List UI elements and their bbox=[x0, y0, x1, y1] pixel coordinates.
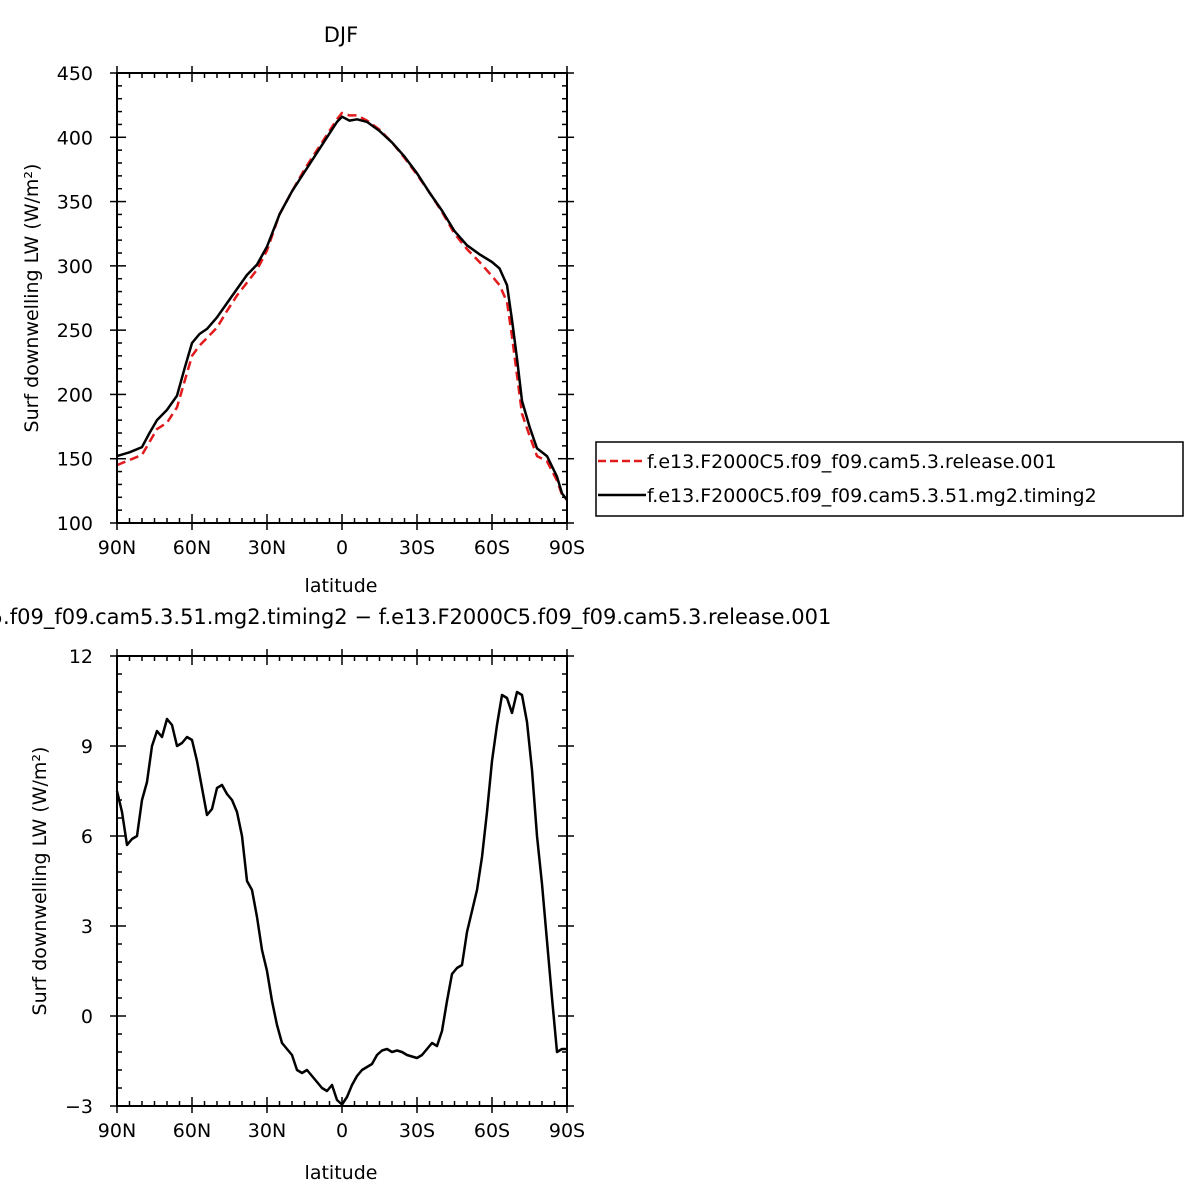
x-tick-label: 90N bbox=[98, 1120, 136, 1142]
x-tick-label: 60N bbox=[173, 1120, 211, 1142]
tick-layer bbox=[110, 66, 574, 530]
y-tick-label: 0 bbox=[81, 1006, 93, 1028]
x-tick-label: 90N bbox=[98, 537, 136, 559]
x-tick-label: 30N bbox=[248, 1120, 286, 1142]
y-tick-label: 150 bbox=[57, 449, 93, 471]
series-line-0 bbox=[115, 690, 567, 1106]
y-tick-label: 3 bbox=[81, 916, 93, 938]
y-tick-label: 12 bbox=[69, 646, 93, 668]
x-tick-label: 60S bbox=[474, 1120, 510, 1142]
bottom-panel: f.e13.F2000C5.f09_f09.cam5.3.51.mg2.timi… bbox=[0, 605, 831, 1184]
y-tick-label: 300 bbox=[57, 256, 93, 278]
plot-frame bbox=[116, 655, 568, 1107]
x-tick-label: 0 bbox=[336, 1120, 348, 1142]
y-tick-label: 200 bbox=[57, 384, 93, 406]
series-line-1 bbox=[116, 115, 568, 501]
chart-title: f.e13.F2000C5.f09_f09.cam5.3.51.mg2.timi… bbox=[0, 605, 831, 630]
x-tick-label: 60N bbox=[173, 537, 211, 559]
plot-frame bbox=[116, 72, 568, 524]
x-tick-label: 30S bbox=[399, 1120, 435, 1142]
x-tick-label: 90S bbox=[549, 537, 585, 559]
x-tick-label: 60S bbox=[474, 537, 510, 559]
tick-label-layer: 90N 60N 30N 0 30S 60S 90S −3 0 3 6 9 12 bbox=[65, 646, 585, 1142]
legend-label-release: f.e13.F2000C5.f09_f09.cam5.3.release.001 bbox=[647, 451, 1057, 473]
x-tick-label: 90S bbox=[549, 1120, 585, 1142]
y-tick-label: 9 bbox=[81, 736, 93, 758]
tick-label-layer: 90N 60N 30N 0 30S 60S 90S 100 150 200 250 300 350 400… bbox=[57, 63, 585, 559]
top-panel: DJF 90N 60N 30N 0 30S 60S 90S 100 150 200 250 300 35… bbox=[21, 23, 585, 597]
series-layer bbox=[116, 111, 568, 501]
x-tick-label: 30N bbox=[248, 537, 286, 559]
y-tick-label: 250 bbox=[57, 320, 93, 342]
chart-title: DJF bbox=[324, 23, 358, 47]
y-tick-label: 100 bbox=[57, 513, 93, 535]
y-axis-label: Surf downwelling LW (W/m²) bbox=[29, 747, 51, 1016]
series-layer bbox=[115, 690, 567, 1106]
y-tick-label: 450 bbox=[57, 63, 93, 85]
x-axis-label: latitude bbox=[305, 575, 378, 597]
legend-label-timing2: f.e13.F2000C5.f09_f09.cam5.3.51.mg2.timi… bbox=[647, 485, 1097, 507]
x-tick-label: 30S bbox=[399, 537, 435, 559]
legend: f.e13.F2000C5.f09_f09.cam5.3.release.001… bbox=[595, 441, 1184, 517]
y-tick-label: 400 bbox=[57, 127, 93, 149]
y-tick-label: 350 bbox=[57, 192, 93, 214]
tick-layer bbox=[110, 649, 574, 1113]
y-axis-label: Surf downwelling LW (W/m²) bbox=[21, 164, 43, 433]
legend-box bbox=[595, 441, 1184, 517]
x-axis-label: latitude bbox=[305, 1162, 378, 1184]
y-tick-label: 6 bbox=[81, 826, 93, 848]
series-line-0 bbox=[116, 111, 568, 501]
x-tick-label: 0 bbox=[336, 537, 348, 559]
y-tick-label: −3 bbox=[65, 1096, 93, 1118]
